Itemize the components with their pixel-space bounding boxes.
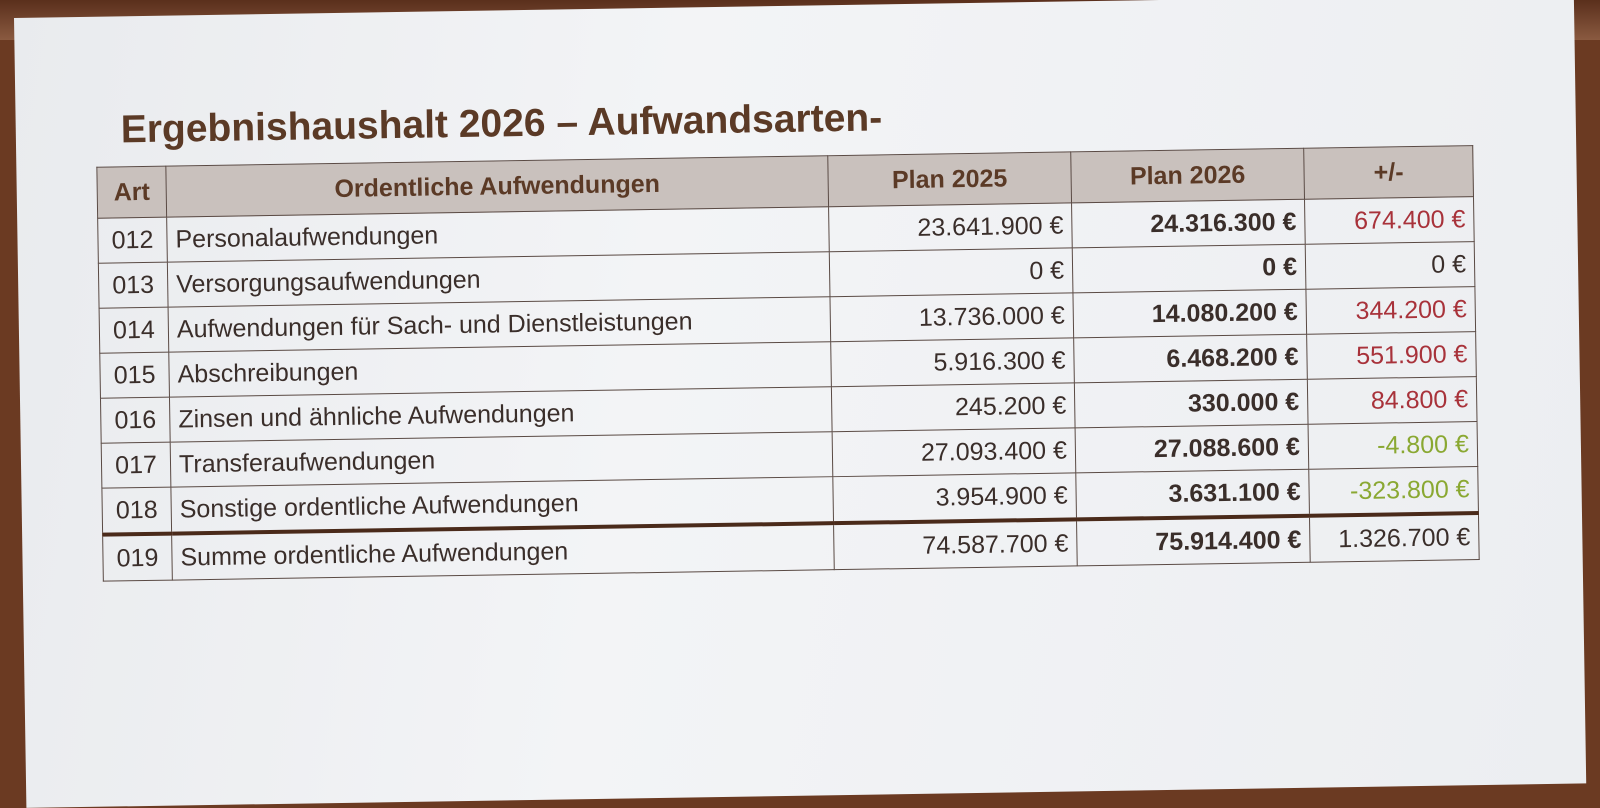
cell-plan2025: 245.200 €: [831, 382, 1076, 432]
cell-plan2026: 14.080.200 €: [1072, 289, 1307, 338]
cell-plan2025: 0 €: [829, 247, 1073, 297]
cell-desc: Summe ordentliche Aufwendungen: [171, 523, 835, 581]
cell-plan2026: 0 €: [1072, 244, 1306, 293]
cell-diff: -323.800 €: [1308, 466, 1479, 516]
cell-plan2025: 3.954.900 €: [832, 472, 1077, 524]
cell-diff: 0 €: [1305, 241, 1475, 290]
cell-plan2026: 24.316.300 €: [1071, 199, 1306, 248]
cell-diff: -4.800 €: [1308, 421, 1478, 470]
cell-plan2026: 27.088.600 €: [1075, 424, 1309, 473]
projection-screen: Ergebnishaushalt 2026 – Aufwandsarten- A…: [14, 0, 1587, 808]
cell-plan2025: 23.641.900 €: [828, 202, 1073, 252]
header-diff: +/-: [1303, 145, 1474, 200]
cell-art: 014: [99, 307, 169, 354]
cell-plan2025: 5.916.300 €: [830, 337, 1075, 387]
cell-art: 019: [102, 533, 173, 582]
cell-art: 015: [99, 352, 170, 399]
cell-plan2026: 75.914.400 €: [1076, 515, 1311, 566]
cell-plan2026: 6.468.200 €: [1073, 334, 1308, 383]
cell-art: 012: [97, 217, 168, 264]
cell-diff: 674.400 €: [1304, 196, 1475, 245]
header-art: Art: [96, 166, 167, 219]
slide-title: Ergebnishaushalt 2026 – Aufwandsarten-: [120, 96, 883, 152]
cell-plan2025: 74.587.700 €: [833, 519, 1078, 570]
cell-art: 016: [100, 397, 171, 444]
cell-diff: 344.200 €: [1305, 286, 1476, 335]
header-plan2026: Plan 2026: [1070, 148, 1305, 203]
cell-plan2026: 3.631.100 €: [1075, 469, 1310, 520]
cell-diff: 551.900 €: [1306, 331, 1477, 380]
cell-art: 013: [98, 262, 169, 309]
cell-diff: 84.800 €: [1307, 376, 1478, 425]
cell-plan2025: 27.093.400 €: [832, 427, 1076, 477]
expense-table: Art Ordentliche Aufwendungen Plan 2025 P…: [96, 145, 1480, 582]
cell-art: 017: [101, 442, 171, 489]
cell-diff: 1.326.700 €: [1309, 513, 1480, 563]
cell-art: 018: [101, 487, 172, 535]
cell-plan2026: 330.000 €: [1074, 379, 1309, 428]
cell-plan2025: 13.736.000 €: [829, 292, 1074, 342]
header-plan2025: Plan 2025: [827, 151, 1072, 207]
